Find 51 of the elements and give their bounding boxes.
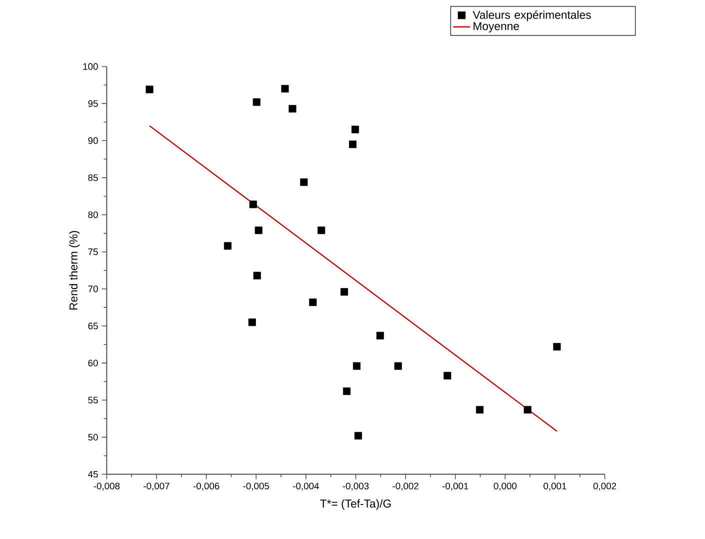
point (376, 332, 384, 340)
point (281, 85, 289, 93)
point (318, 226, 326, 234)
x-axis-title: T*= (Tef-Ta)/G (320, 499, 391, 510)
point (553, 343, 561, 351)
y-tick-label: 55 (88, 396, 98, 404)
x-tick-label: -0,001 (442, 482, 468, 491)
y-tick-label: 50 (88, 434, 98, 441)
x-tick-label: -0,005 (243, 482, 270, 491)
point (253, 272, 261, 280)
x-tick-label: 0,001 (544, 482, 566, 491)
point (444, 372, 452, 380)
y-tick-label: 45 (88, 471, 98, 478)
y-tick-label: 60 (88, 360, 98, 366)
point (343, 388, 351, 396)
point (394, 362, 402, 370)
legend-label: Valeurs expérimentales (472, 10, 591, 22)
y-tick-label: 65 (88, 322, 98, 330)
legend-label: Moyenne (474, 22, 519, 32)
point (254, 226, 262, 234)
point (224, 242, 232, 250)
point (476, 406, 484, 414)
point (351, 126, 360, 134)
point (249, 200, 257, 208)
x-tick-label: -0,002 (392, 482, 418, 491)
y-axis-title: Rend therm (%) (69, 231, 80, 310)
x-tick-label: -0,006 (193, 482, 220, 491)
y-tick-label: 95 (88, 100, 98, 107)
x-tick-label: 0,002 (593, 482, 616, 491)
x-tick-label: 0,000 (494, 482, 517, 491)
x-tick-label: -0,007 (144, 482, 170, 491)
point (524, 406, 532, 414)
x-tick-label: -0,003 (342, 482, 369, 491)
point (300, 178, 308, 186)
point (340, 288, 348, 296)
point (348, 140, 357, 148)
point (146, 86, 154, 94)
x-tick-label: -0,008 (94, 482, 120, 491)
y-tick-label: 80 (88, 212, 98, 218)
point (252, 98, 260, 106)
y-tick-label: 70 (88, 286, 98, 292)
point (309, 298, 317, 306)
y-tick-label: 85 (88, 174, 98, 182)
y-tick-label: 75 (88, 248, 98, 256)
point (248, 318, 256, 326)
point (352, 362, 361, 370)
point (354, 432, 362, 440)
point (288, 105, 296, 113)
x-tick-label: -0,004 (293, 482, 319, 491)
y-tick-label: 90 (88, 137, 98, 144)
y-tick-label: 100 (83, 63, 98, 70)
